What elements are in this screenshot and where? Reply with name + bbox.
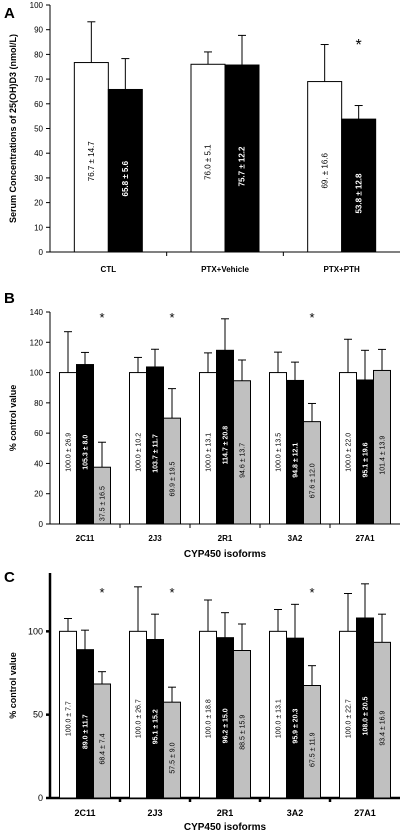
y-tick-label: 10: [34, 223, 43, 232]
y-tick-label: 30: [34, 174, 43, 183]
data-label: 95.1 ± 19.6: [362, 442, 369, 477]
y-tick-label: 140: [30, 308, 44, 317]
data-label: 108.0 ± 20.5: [362, 696, 369, 735]
panel-label: C: [4, 569, 15, 586]
data-label: 67.6 ± 12.0: [309, 463, 316, 498]
y-tick-label: 0: [39, 520, 44, 529]
significance-star: *: [169, 585, 174, 600]
data-label: 101.4 ± 13.9: [379, 436, 386, 475]
panel-label: B: [4, 290, 15, 307]
data-label: 100.0 ± 13.1: [275, 699, 282, 738]
category-label: 27A1: [354, 808, 376, 818]
data-label: 69.9 ± 19.5: [169, 461, 176, 496]
y-tick-label: 100: [30, 369, 44, 378]
data-label: 57.5 ± 9.0: [169, 742, 176, 773]
y-tick-label: 100: [30, 1, 44, 10]
panel-b: B % control value 0 20 40 60 80 100 120 140 2C11 10…: [4, 290, 400, 560]
category-label: 2J3: [147, 808, 162, 818]
panel-c: C % control value 0 50 100 2C11 100.0 ± 7.7 89.…: [4, 569, 400, 833]
significance-star: *: [169, 310, 174, 325]
y-tick-label: 60: [34, 100, 43, 109]
category-label: 2C11: [76, 534, 95, 543]
y-tick-label: 70: [34, 75, 43, 84]
category-label: PTX+Vehicle: [201, 265, 249, 274]
data-label: 100.0 ± 7.7: [65, 701, 72, 736]
y-tick-label: 80: [34, 50, 43, 59]
x-axis-label: CYP450 isoforms: [184, 549, 267, 560]
data-label: 67.5 ± 11.9: [309, 732, 316, 767]
category-label: 2R1: [218, 534, 233, 543]
data-label: 94.8 ± 12.1: [292, 443, 299, 478]
y-tick-label: 40: [34, 459, 43, 468]
category-label: 27A1: [355, 534, 375, 543]
y-axis-label: % control value: [8, 385, 18, 452]
data-label: 88.5 ± 15.9: [239, 715, 246, 750]
category-label: 3A2: [288, 534, 303, 543]
data-label: 105.3 ± 8.0: [82, 435, 89, 470]
data-label: 100.0 ± 10.2: [135, 433, 142, 472]
bar: [107, 88, 143, 253]
y-tick-label: 50: [33, 710, 43, 720]
data-label: 100.0 ± 18.8: [205, 699, 212, 738]
data-label: 37.5 ± 16.5: [99, 486, 106, 521]
category-label: CTL: [101, 265, 117, 274]
data-label: 89.0 ± 11.7: [82, 714, 89, 749]
significance-star: *: [99, 310, 104, 325]
category-label: 2R1: [217, 808, 234, 818]
y-tick-label: 0: [39, 248, 44, 257]
data-label: 100.0 ± 13.5: [275, 433, 282, 472]
y-tick-label: 50: [34, 125, 43, 134]
y-tick-label: 120: [30, 338, 44, 347]
data-label: 100.0 ± 26.9: [65, 433, 72, 472]
data-label: 94.6 ± 13.7: [239, 443, 246, 478]
data-label: 100.0 ± 22.0: [345, 433, 352, 472]
significance-star: *: [356, 37, 362, 54]
data-label: 95.9 ± 20.3: [292, 708, 299, 743]
y-axis-label: % control value: [8, 652, 18, 719]
data-label: 65.8 ± 5.6: [121, 160, 130, 196]
data-label: 100.0 ± 26.7: [135, 699, 142, 738]
category-label: 2J3: [148, 534, 162, 543]
y-tick-label: 0: [38, 793, 43, 803]
significance-star: *: [309, 585, 314, 600]
bar: [224, 64, 260, 253]
data-label: 68.4 ± 7.4: [99, 733, 106, 764]
y-tick-label: 90: [34, 26, 43, 35]
y-tick-label: 80: [34, 399, 43, 408]
y-tick-label: 100: [28, 626, 43, 636]
y-tick-label: 20: [34, 199, 43, 208]
data-label: 114.7 ± 20.8: [222, 426, 229, 465]
data-label: 76.0 ± 5.1: [204, 144, 213, 180]
data-label: 75.7 ± 12.2: [238, 146, 247, 187]
data-label: 95.1 ± 15.2: [152, 709, 159, 744]
data-label: 96.2 ± 15.0: [222, 708, 229, 743]
y-tick-label: 60: [34, 429, 43, 438]
data-label: 76.7 ± 14.7: [87, 141, 96, 182]
data-label: 100.0 ± 13.1: [205, 433, 212, 472]
significance-star: *: [309, 310, 314, 325]
data-label: 53.8 ± 12.8: [354, 173, 363, 214]
data-label: 69. ± 16.6: [320, 152, 329, 188]
y-tick-label: 20: [34, 490, 43, 499]
y-tick-label: 40: [34, 149, 43, 158]
data-label: 100.0 ± 22.7: [345, 699, 352, 738]
category-label: 3A2: [287, 808, 304, 818]
data-label: 103.7 ± 11.7: [152, 434, 159, 473]
bar: [307, 81, 343, 253]
panel-label: A: [4, 5, 15, 22]
y-axis-label: Serum Concentrations of 25(OH)D3 (nmol/L…: [8, 34, 18, 223]
x-axis-label: CYP450 isoforms: [184, 822, 267, 833]
data-label: 93.4 ± 16.9: [379, 711, 386, 746]
significance-star: *: [99, 585, 104, 600]
panel-a: A Serum Concentrations of 25(OH)D3 (nmol/…: [4, 1, 400, 274]
category-label: 2C11: [74, 808, 95, 818]
category-label: PTX+PTH: [324, 265, 360, 274]
